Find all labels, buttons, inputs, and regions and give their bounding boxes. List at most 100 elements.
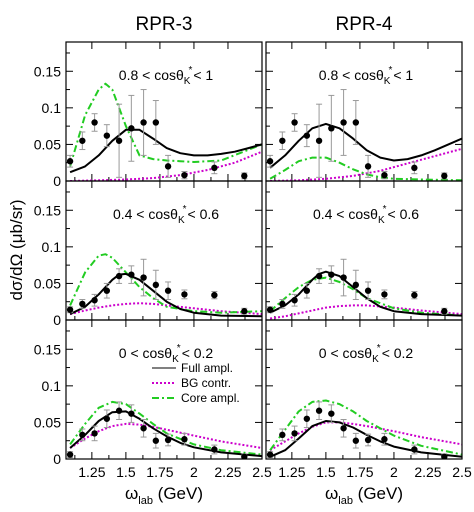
row-label: 0 < cosθK*< 0.2 bbox=[319, 343, 414, 365]
x-tick-label: 2.5 bbox=[252, 464, 272, 480]
curve-full-ampl bbox=[269, 270, 462, 317]
legend-label: BG contr. bbox=[181, 376, 231, 390]
data-point bbox=[241, 308, 248, 315]
data-point bbox=[411, 446, 418, 453]
panel-rpr-4-row-3: 0 < cosθK*< 0.2 1.25 1.5 1.75 2 2.25 2.5 bbox=[265, 319, 472, 480]
data-point bbox=[91, 430, 98, 437]
panel-rpr-3-row-1: 0.8 < cosθK*< 1 0 0.05 0.1 0.15 bbox=[34, 41, 263, 189]
x-tick-label: 1.25 bbox=[78, 464, 105, 480]
curve-core-ampl bbox=[269, 276, 462, 317]
data-point bbox=[381, 171, 388, 179]
curve-full-ampl bbox=[69, 410, 262, 458]
y-tick-label: 0.1 bbox=[42, 100, 62, 116]
curve-core-ampl bbox=[69, 400, 262, 456]
y-tick-label: 0.1 bbox=[42, 239, 62, 255]
data-point bbox=[279, 137, 286, 144]
data-point bbox=[340, 119, 347, 126]
data-point bbox=[352, 281, 360, 289]
curve-core-ampl bbox=[269, 399, 462, 456]
data-point bbox=[340, 425, 347, 432]
data-point bbox=[381, 291, 388, 298]
x-tick-label: 2.25 bbox=[214, 464, 241, 480]
data-point bbox=[181, 171, 188, 179]
data-point bbox=[266, 451, 274, 458]
curve-core-ampl bbox=[269, 156, 462, 181]
curve-bg-contr bbox=[69, 302, 262, 316]
data-point bbox=[411, 164, 418, 172]
data-point bbox=[164, 287, 172, 294]
data-point bbox=[103, 287, 111, 294]
panel-rpr-3-row-3: 0 < cosθK*< 0.200.050.10.151.25 1.5 1.75 2 2… bbox=[34, 319, 272, 480]
data-point bbox=[66, 451, 74, 458]
data-point bbox=[164, 163, 172, 170]
x-tick-label: 1.25 bbox=[278, 464, 305, 480]
data-point bbox=[241, 172, 248, 180]
data-point bbox=[364, 287, 372, 294]
data-point bbox=[279, 431, 286, 439]
data-point bbox=[303, 287, 311, 294]
y-tick-label: 0.05 bbox=[34, 275, 61, 291]
column-title-2: RPR-4 bbox=[335, 14, 392, 35]
data-point bbox=[211, 164, 218, 172]
data-point bbox=[441, 453, 448, 459]
data-point bbox=[66, 306, 74, 313]
data-point bbox=[128, 271, 135, 278]
data-point bbox=[211, 446, 218, 453]
data-point bbox=[441, 308, 448, 315]
data-point bbox=[140, 274, 147, 281]
data-point bbox=[266, 158, 274, 165]
data-point bbox=[103, 132, 111, 139]
panel-frame bbox=[265, 319, 463, 460]
data-point bbox=[152, 119, 160, 126]
data-point bbox=[164, 436, 172, 444]
y-tick-label: 0.15 bbox=[34, 341, 61, 357]
data-point bbox=[291, 119, 298, 126]
data-point bbox=[79, 300, 86, 308]
curve-full-ampl bbox=[69, 128, 262, 174]
y-tick-label: 0.05 bbox=[34, 136, 61, 152]
data-point bbox=[411, 291, 418, 299]
row-label: 0.4 < cosθK*< 0.6 bbox=[313, 204, 419, 226]
row-label: 0.8 < cosθK*< 1 bbox=[319, 65, 414, 87]
data-point bbox=[364, 163, 372, 170]
data-point bbox=[181, 291, 188, 298]
curve-bg-contr bbox=[269, 304, 462, 320]
x-axis-label: ωlab (GeV) bbox=[125, 484, 203, 507]
data-point bbox=[328, 410, 335, 417]
column-title-1: RPR-3 bbox=[135, 14, 192, 35]
data-point bbox=[152, 437, 160, 444]
data-point bbox=[128, 125, 135, 132]
data-point bbox=[315, 137, 323, 144]
y-tick-label: 0 bbox=[53, 312, 61, 328]
row-label: 0.8 < cosθK*< 1 bbox=[119, 65, 214, 87]
data-point bbox=[315, 272, 323, 280]
data-point bbox=[128, 410, 135, 417]
data-point bbox=[381, 436, 388, 443]
y-axis-label: dσ/dΩ (μb/sr) bbox=[7, 199, 26, 300]
curve-full-ampl bbox=[269, 122, 462, 169]
x-tick-label: 1.75 bbox=[146, 464, 173, 480]
data-point bbox=[441, 172, 448, 180]
curve-core-ampl bbox=[69, 82, 262, 167]
x-tick-label: 2 bbox=[190, 464, 198, 480]
x-axis-label: ωlab (GeV) bbox=[325, 484, 403, 507]
data-point bbox=[91, 119, 98, 126]
data-point bbox=[115, 272, 123, 280]
y-tick-label: 0.15 bbox=[34, 63, 61, 79]
data-point bbox=[79, 137, 86, 144]
data-point bbox=[181, 436, 188, 443]
data-point bbox=[140, 425, 147, 432]
data-point bbox=[303, 415, 311, 422]
panel-rpr-4-row-1: 0.8 < cosθK*< 1 bbox=[265, 41, 463, 182]
data-point bbox=[291, 430, 298, 437]
data-point bbox=[211, 291, 218, 299]
curve-bg-contr bbox=[70, 150, 262, 181]
data-point bbox=[303, 132, 311, 139]
data-point bbox=[115, 137, 123, 144]
panel-rpr-4-row-2: 0.4 < cosθK*< 0.6 bbox=[265, 180, 463, 321]
x-tick-label: 2.25 bbox=[414, 464, 441, 480]
data-point bbox=[328, 271, 335, 278]
data-point bbox=[140, 119, 147, 126]
data-point bbox=[266, 306, 274, 313]
